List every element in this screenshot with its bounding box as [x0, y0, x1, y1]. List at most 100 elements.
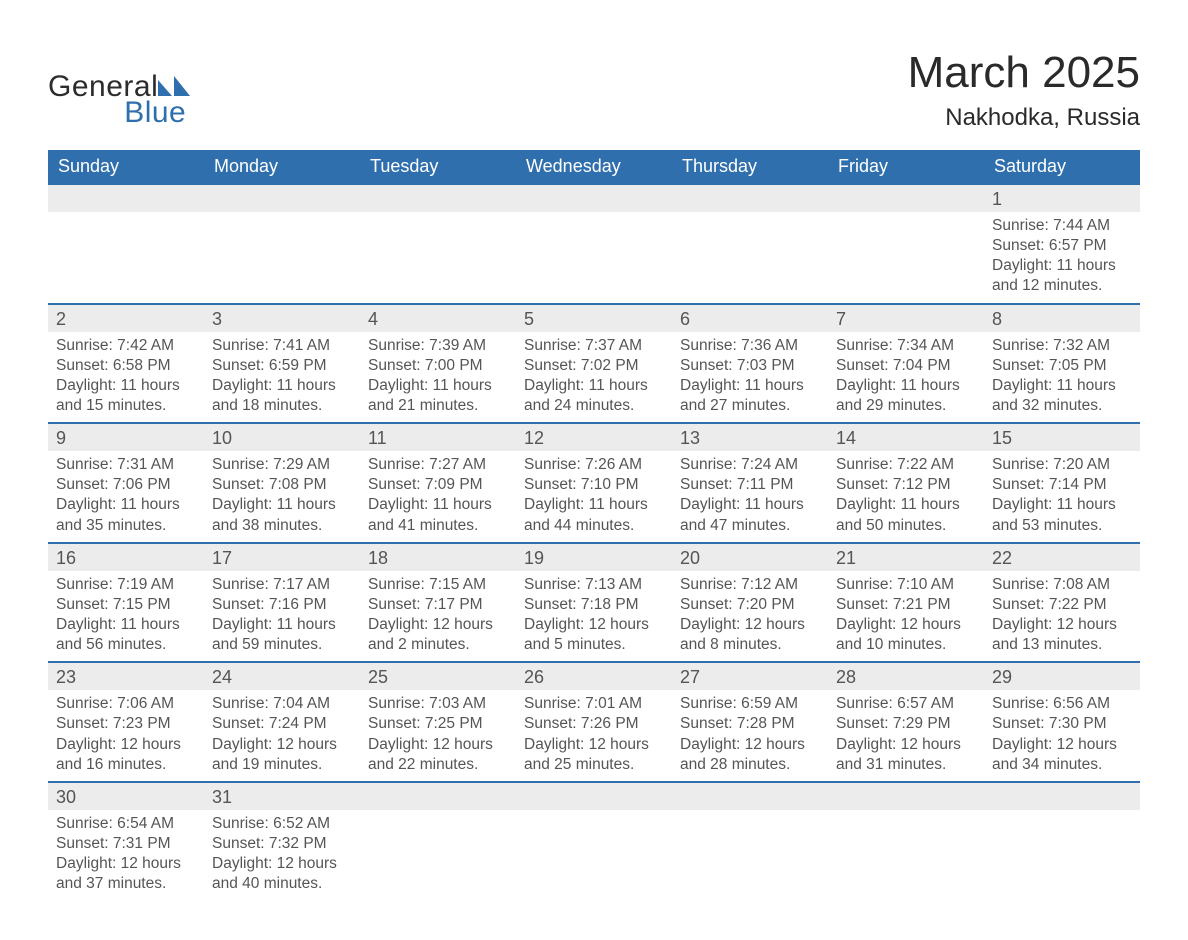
day-details: Sunrise: 7:01 AMSunset: 7:26 PMDaylight:…	[516, 690, 672, 781]
day-daylight2: and 34 minutes.	[992, 755, 1132, 775]
day-number	[516, 783, 672, 810]
day-details: Sunrise: 6:59 AMSunset: 7:28 PMDaylight:…	[672, 690, 828, 781]
day-daylight1: Daylight: 12 hours	[992, 615, 1132, 635]
calendar-day-cell: 23Sunrise: 7:06 AMSunset: 7:23 PMDayligh…	[48, 662, 204, 782]
calendar-day-cell: 27Sunrise: 6:59 AMSunset: 7:28 PMDayligh…	[672, 662, 828, 782]
day-sunrise: Sunrise: 7:37 AM	[524, 336, 664, 356]
weekday-header: Monday	[204, 150, 360, 184]
calendar-day-cell: 15Sunrise: 7:20 AMSunset: 7:14 PMDayligh…	[984, 423, 1140, 543]
day-daylight2: and 38 minutes.	[212, 516, 352, 536]
day-details: Sunrise: 7:44 AMSunset: 6:57 PMDaylight:…	[984, 212, 1140, 303]
calendar-week-row: 1Sunrise: 7:44 AMSunset: 6:57 PMDaylight…	[48, 184, 1140, 304]
day-sunrise: Sunrise: 7:22 AM	[836, 455, 976, 475]
day-details	[516, 810, 672, 820]
day-details: Sunrise: 7:29 AMSunset: 7:08 PMDaylight:…	[204, 451, 360, 542]
day-daylight1: Daylight: 11 hours	[368, 376, 508, 396]
day-daylight1: Daylight: 12 hours	[368, 615, 508, 635]
day-number: 2	[48, 305, 204, 332]
day-sunset: Sunset: 7:04 PM	[836, 356, 976, 376]
day-number: 9	[48, 424, 204, 451]
day-sunset: Sunset: 7:23 PM	[56, 714, 196, 734]
day-sunset: Sunset: 7:30 PM	[992, 714, 1132, 734]
weekday-header: Friday	[828, 150, 984, 184]
day-number: 16	[48, 544, 204, 571]
day-sunset: Sunset: 7:11 PM	[680, 475, 820, 495]
day-number	[984, 783, 1140, 810]
day-daylight1: Daylight: 12 hours	[56, 854, 196, 874]
day-daylight1: Daylight: 11 hours	[56, 376, 196, 396]
day-daylight1: Daylight: 12 hours	[524, 615, 664, 635]
day-number	[672, 185, 828, 212]
day-daylight2: and 29 minutes.	[836, 396, 976, 416]
day-details: Sunrise: 6:56 AMSunset: 7:30 PMDaylight:…	[984, 690, 1140, 781]
day-daylight1: Daylight: 11 hours	[680, 495, 820, 515]
calendar-day-cell: 11Sunrise: 7:27 AMSunset: 7:09 PMDayligh…	[360, 423, 516, 543]
day-sunset: Sunset: 7:25 PM	[368, 714, 508, 734]
day-sunset: Sunset: 7:15 PM	[56, 595, 196, 615]
day-daylight2: and 18 minutes.	[212, 396, 352, 416]
day-daylight1: Daylight: 12 hours	[56, 735, 196, 755]
day-sunrise: Sunrise: 6:57 AM	[836, 694, 976, 714]
day-number: 31	[204, 783, 360, 810]
day-number: 10	[204, 424, 360, 451]
day-sunset: Sunset: 7:03 PM	[680, 356, 820, 376]
day-number: 11	[360, 424, 516, 451]
calendar-day-cell: 1Sunrise: 7:44 AMSunset: 6:57 PMDaylight…	[984, 184, 1140, 304]
weekday-header: Tuesday	[360, 150, 516, 184]
day-number: 25	[360, 663, 516, 690]
day-details: Sunrise: 7:12 AMSunset: 7:20 PMDaylight:…	[672, 571, 828, 662]
calendar-day-cell: 20Sunrise: 7:12 AMSunset: 7:20 PMDayligh…	[672, 543, 828, 663]
calendar-empty-cell	[828, 782, 984, 901]
calendar-day-cell: 17Sunrise: 7:17 AMSunset: 7:16 PMDayligh…	[204, 543, 360, 663]
calendar-day-cell: 26Sunrise: 7:01 AMSunset: 7:26 PMDayligh…	[516, 662, 672, 782]
day-details: Sunrise: 7:42 AMSunset: 6:58 PMDaylight:…	[48, 332, 204, 423]
calendar-day-cell: 5Sunrise: 7:37 AMSunset: 7:02 PMDaylight…	[516, 304, 672, 424]
day-details	[828, 810, 984, 820]
day-details	[48, 212, 204, 222]
day-daylight1: Daylight: 11 hours	[836, 495, 976, 515]
day-sunrise: Sunrise: 7:39 AM	[368, 336, 508, 356]
day-details	[672, 810, 828, 820]
day-sunset: Sunset: 7:02 PM	[524, 356, 664, 376]
calendar-head: SundayMondayTuesdayWednesdayThursdayFrid…	[48, 150, 1140, 184]
day-sunrise: Sunrise: 7:20 AM	[992, 455, 1132, 475]
day-details	[204, 212, 360, 222]
weekday-header: Thursday	[672, 150, 828, 184]
day-daylight1: Daylight: 12 hours	[836, 735, 976, 755]
day-number: 27	[672, 663, 828, 690]
month-title: March 2025	[908, 48, 1140, 98]
day-daylight1: Daylight: 11 hours	[680, 376, 820, 396]
calendar-empty-cell	[360, 184, 516, 304]
calendar-day-cell: 24Sunrise: 7:04 AMSunset: 7:24 PMDayligh…	[204, 662, 360, 782]
day-sunset: Sunset: 7:28 PM	[680, 714, 820, 734]
day-daylight2: and 31 minutes.	[836, 755, 976, 775]
day-details: Sunrise: 7:36 AMSunset: 7:03 PMDaylight:…	[672, 332, 828, 423]
day-sunset: Sunset: 6:59 PM	[212, 356, 352, 376]
calendar-week-row: 30Sunrise: 6:54 AMSunset: 7:31 PMDayligh…	[48, 782, 1140, 901]
day-details: Sunrise: 7:41 AMSunset: 6:59 PMDaylight:…	[204, 332, 360, 423]
day-daylight2: and 24 minutes.	[524, 396, 664, 416]
day-details: Sunrise: 7:08 AMSunset: 7:22 PMDaylight:…	[984, 571, 1140, 662]
day-sunrise: Sunrise: 7:36 AM	[680, 336, 820, 356]
day-sunset: Sunset: 7:26 PM	[524, 714, 664, 734]
day-details: Sunrise: 7:04 AMSunset: 7:24 PMDaylight:…	[204, 690, 360, 781]
day-daylight1: Daylight: 12 hours	[680, 735, 820, 755]
day-sunrise: Sunrise: 7:19 AM	[56, 575, 196, 595]
day-number: 4	[360, 305, 516, 332]
day-number	[48, 185, 204, 212]
calendar-empty-cell	[516, 184, 672, 304]
day-details: Sunrise: 7:22 AMSunset: 7:12 PMDaylight:…	[828, 451, 984, 542]
day-number	[360, 185, 516, 212]
day-number: 28	[828, 663, 984, 690]
calendar-page: General Blue March 2025 Nakhodka, Russia…	[0, 0, 1188, 940]
day-sunrise: Sunrise: 6:59 AM	[680, 694, 820, 714]
day-daylight2: and 44 minutes.	[524, 516, 664, 536]
day-details: Sunrise: 7:39 AMSunset: 7:00 PMDaylight:…	[360, 332, 516, 423]
day-sunrise: Sunrise: 7:29 AM	[212, 455, 352, 475]
weekday-header: Sunday	[48, 150, 204, 184]
day-number	[672, 783, 828, 810]
calendar-day-cell: 25Sunrise: 7:03 AMSunset: 7:25 PMDayligh…	[360, 662, 516, 782]
day-details: Sunrise: 7:06 AMSunset: 7:23 PMDaylight:…	[48, 690, 204, 781]
day-daylight1: Daylight: 12 hours	[836, 615, 976, 635]
day-sunrise: Sunrise: 7:24 AM	[680, 455, 820, 475]
